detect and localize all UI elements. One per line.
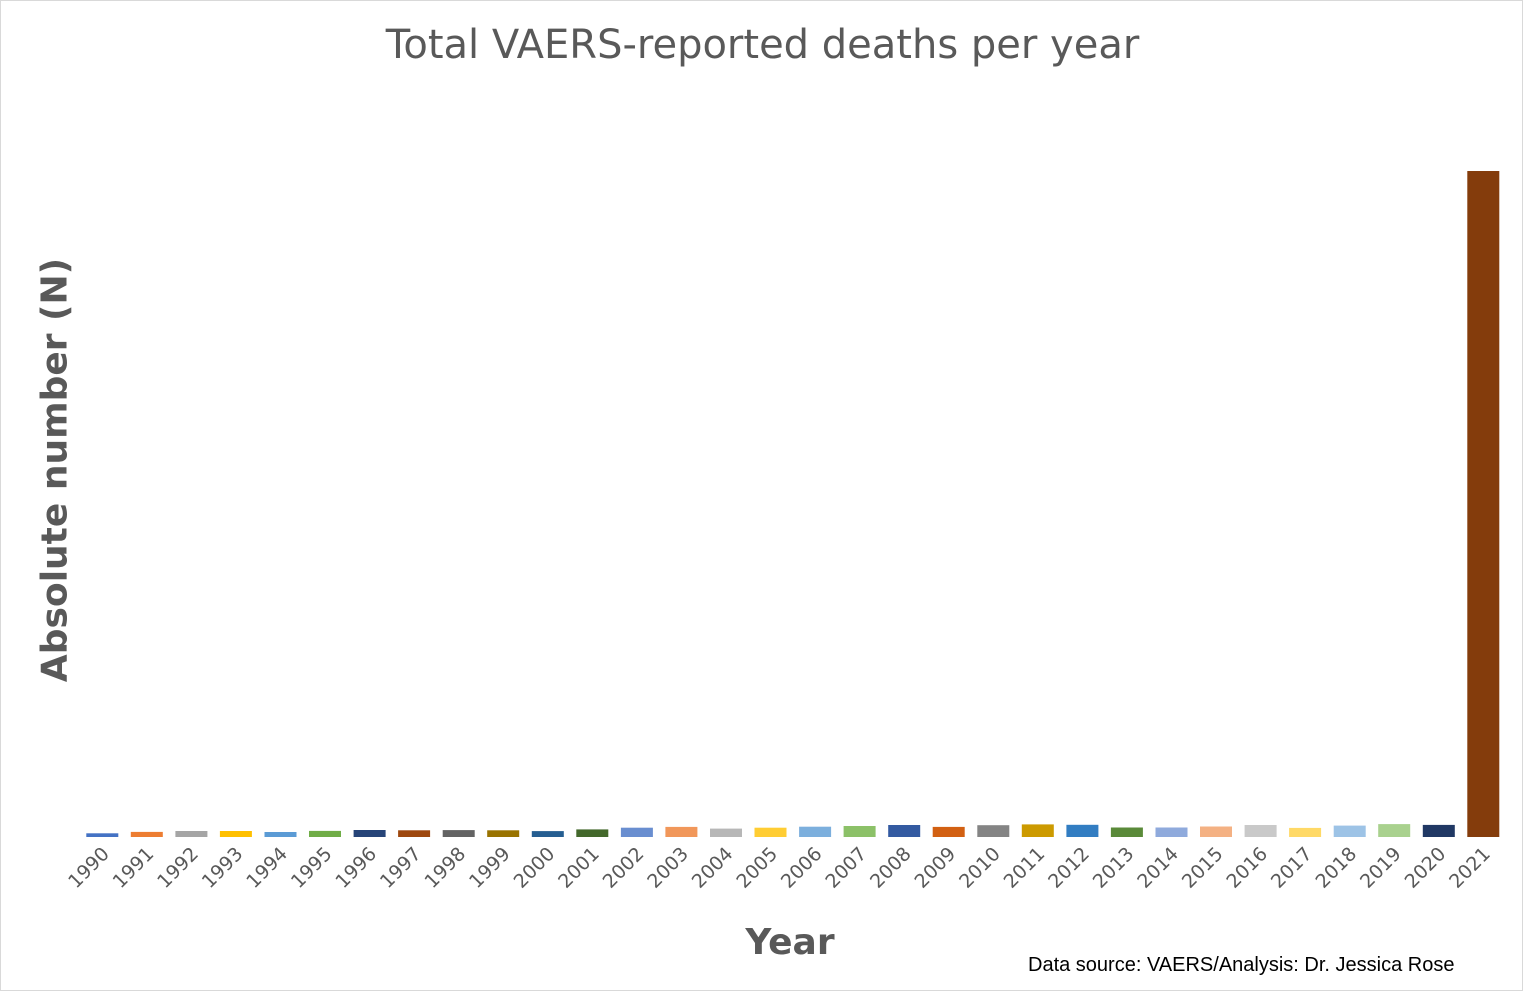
x-tick-label: 2007 [821,843,871,893]
bar-1996 [353,830,386,837]
bar-2021 [1467,171,1500,837]
x-tick-label: 1999 [465,843,515,893]
x-tick-label: 1990 [64,843,114,893]
bar-2004 [710,828,742,837]
x-tick-label: 2015 [1178,843,1228,893]
bar-1993 [219,831,252,837]
x-axis-label: Year [745,922,835,963]
x-tick-label: 2016 [1222,843,1272,893]
x-tick-label: 2017 [1267,843,1317,893]
bar-2013 [1110,827,1143,837]
x-tick-label: 2005 [732,843,782,893]
bar-2007 [843,826,876,837]
bar-2020 [1422,824,1455,837]
bar-2001 [576,829,609,837]
bar-2014 [1155,827,1188,837]
bar-2015 [1200,826,1232,837]
x-tick-label: 2011 [1000,843,1050,893]
bar-1997 [398,830,431,837]
bar-1998 [442,830,475,837]
bar-2011 [1021,824,1054,837]
bar-1992 [175,831,208,837]
x-tick-label: 1992 [153,843,203,893]
bar-2017 [1289,827,1322,837]
x-tick-label: 2012 [1044,843,1094,893]
bar-2002 [620,827,653,837]
x-tick-label: 2008 [866,843,916,893]
bar-2000 [531,831,564,837]
bar-2016 [1244,825,1277,837]
bar-2008 [888,825,921,837]
data-source-note: Data source: VAERS/Analysis: Dr. Jessica… [1028,954,1455,976]
x-tick-label: 1997 [376,843,426,893]
bar-2012 [1066,824,1099,837]
bar-2019 [1378,824,1411,837]
x-tick-label: 2020 [1401,843,1451,893]
x-tick-label: 2000 [510,843,560,893]
x-tick-label: 2018 [1311,843,1361,893]
bar-group [86,171,1500,837]
x-tick-label: 2013 [1089,843,1139,893]
x-tick-label: 2021 [1445,843,1495,893]
bar-1995 [309,830,341,837]
x-tick-label: 2009 [911,843,961,893]
x-tick-label: 1991 [109,843,159,893]
bar-2006 [799,826,832,837]
bar-2005 [754,827,787,837]
bar-1994 [264,832,297,837]
x-tick-label: 2004 [688,843,738,893]
x-tick-label: 1996 [331,843,381,893]
x-tick-label: 2006 [777,843,827,893]
bar-1999 [487,830,520,837]
bar-2010 [977,825,1010,837]
bar-1991 [130,831,163,837]
x-tick-label: 2014 [1133,843,1183,893]
x-tick-label: 1995 [287,843,337,893]
bar-1990 [86,833,119,837]
x-tick-label: 2019 [1356,843,1406,893]
x-tick-label: 2003 [643,843,693,893]
x-tick-label: 1993 [198,843,248,893]
x-tick-label: 2010 [955,843,1005,893]
x-tick-label: 1998 [420,843,470,893]
x-tick-label: 2002 [599,843,649,893]
bar-2009 [932,826,965,837]
x-tick-labels: 1990199119921993199419951996199719981999… [64,843,1495,893]
bar-2018 [1333,825,1366,837]
x-tick-label: 2001 [554,843,604,893]
bar-2003 [665,826,698,837]
chart-title: Total VAERS-reported deaths per year [385,22,1140,68]
x-tick-label: 1994 [242,843,292,893]
